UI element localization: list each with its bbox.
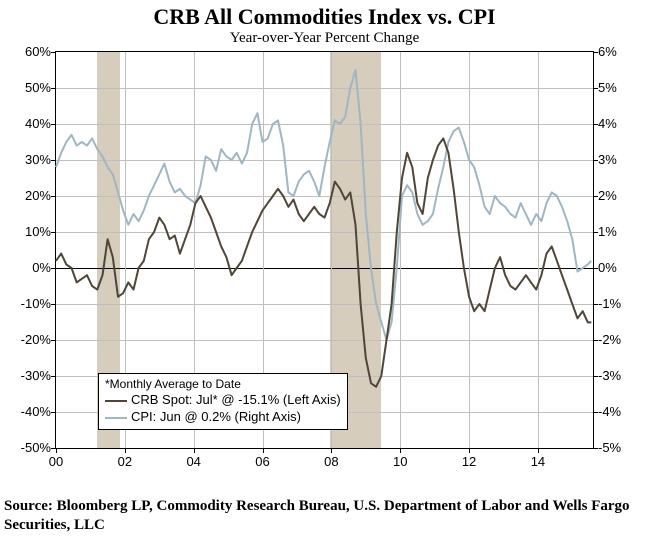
x-label: 06	[255, 454, 269, 469]
y-right-label: -1%	[598, 296, 648, 311]
y-left-label: -30%	[1, 368, 51, 383]
y-right-label: -3%	[598, 368, 648, 383]
x-label: 00	[49, 454, 63, 469]
legend: *Monthly Average to DateCRB Spot: Jul* @…	[98, 373, 348, 430]
chart-container: CRB All Commodities Index vs. CPI Year-o…	[0, 4, 649, 535]
y-left-label: 20%	[1, 188, 51, 203]
y-left-label: -20%	[1, 332, 51, 347]
y-left-label: 60%	[1, 44, 51, 59]
x-label: 12	[462, 454, 476, 469]
y-left-label: 30%	[1, 152, 51, 167]
y-right-label: 1%	[598, 224, 648, 239]
plot-area: -50%-5%-40%-4%-30%-3%-20%-2%-10%-1%0%0%1…	[55, 51, 594, 449]
x-label: 02	[118, 454, 132, 469]
y-right-label: 2%	[598, 188, 648, 203]
chart-subtitle: Year-over-Year Percent Change	[0, 30, 649, 47]
x-label: 14	[531, 454, 545, 469]
y-right-label: 3%	[598, 152, 648, 167]
chart-title: CRB All Commodities Index vs. CPI	[0, 4, 649, 30]
legend-note: *Monthly Average to Date	[105, 377, 341, 393]
cpi-swatch	[105, 417, 127, 419]
y-left-label: -10%	[1, 296, 51, 311]
y-right-label: 5%	[598, 80, 648, 95]
cpi-line	[56, 70, 591, 340]
y-right-label: 0%	[598, 260, 648, 275]
source-text: Source: Bloomberg LP, Commodity Research…	[4, 497, 645, 535]
legend-cpi-label: CPI: Jun @ 0.2% (Right Axis)	[131, 409, 301, 426]
y-left-label: 0%	[1, 260, 51, 275]
x-label: 08	[324, 454, 338, 469]
y-right-label: -5%	[598, 440, 648, 455]
y-right-label: 6%	[598, 44, 648, 59]
legend-crb-label: CRB Spot: Jul* @ -15.1% (Left Axis)	[131, 392, 341, 409]
y-left-label: 40%	[1, 116, 51, 131]
y-left-label: 50%	[1, 80, 51, 95]
y-right-label: 4%	[598, 116, 648, 131]
y-right-label: -2%	[598, 332, 648, 347]
y-left-label: -50%	[1, 440, 51, 455]
x-label: 10	[393, 454, 407, 469]
legend-row-cpi: CPI: Jun @ 0.2% (Right Axis)	[105, 409, 341, 426]
y-left-label: 10%	[1, 224, 51, 239]
y-left-label: -40%	[1, 404, 51, 419]
legend-row-crb: CRB Spot: Jul* @ -15.1% (Left Axis)	[105, 392, 341, 409]
y-right-label: -4%	[598, 404, 648, 419]
x-label: 04	[186, 454, 200, 469]
crb-swatch	[105, 400, 127, 402]
